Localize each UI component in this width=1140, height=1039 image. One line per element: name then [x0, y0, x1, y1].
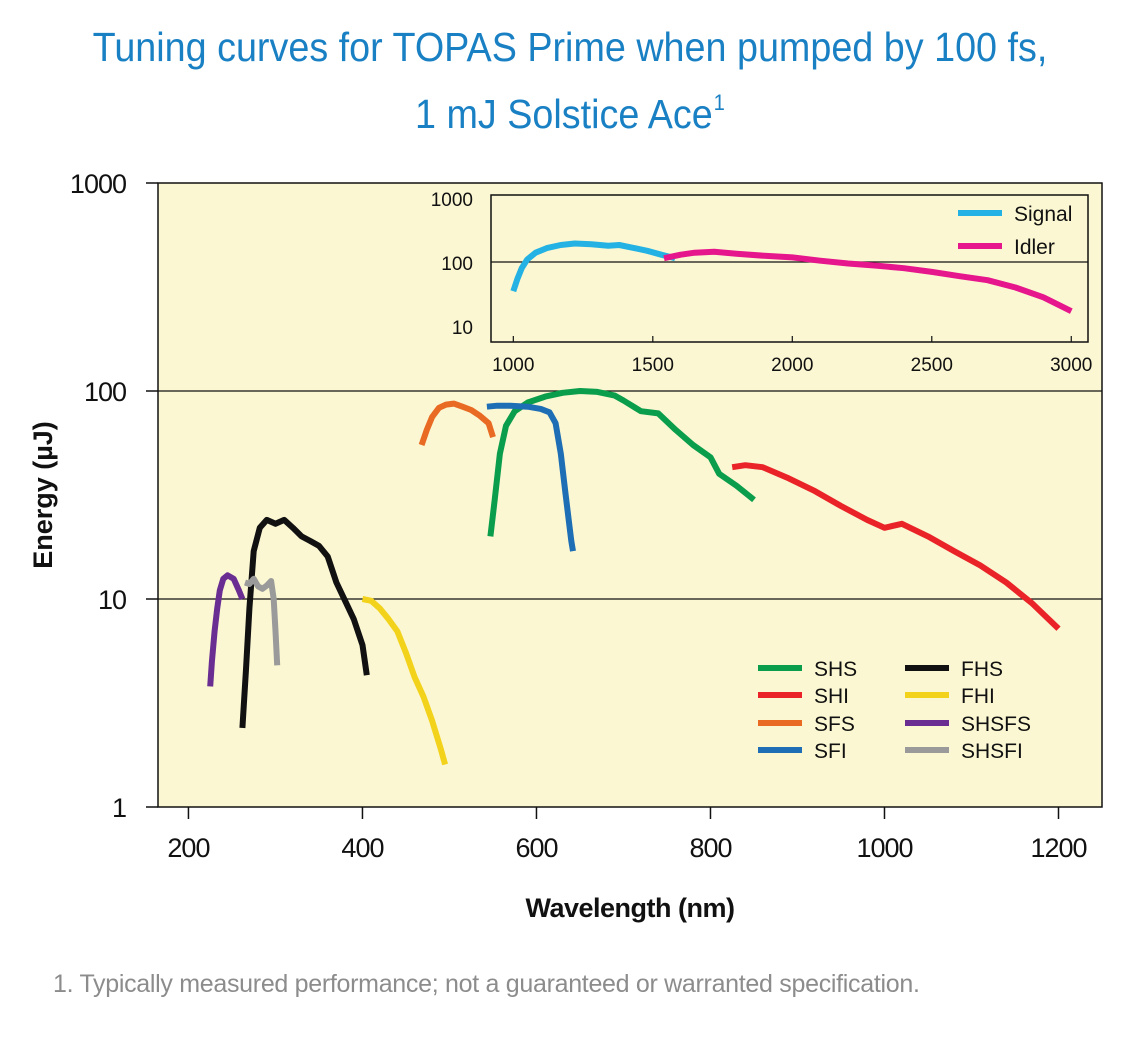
inset-x-tick-label: 1500 — [632, 355, 674, 376]
inset-plot: 10 100 1000 1000 1500 2000 2500 3000 Signal Idler — [431, 190, 1093, 376]
x-axis-label: Wavelength (nm) — [525, 893, 734, 923]
inset-y-tick-label: 1000 — [431, 190, 473, 211]
legend-label-shsfi: SHSFI — [961, 740, 1023, 763]
y-tick-label: 1000 — [70, 169, 126, 199]
y-tick-label: 100 — [84, 377, 126, 407]
x-tick-label: 1000 — [856, 833, 912, 863]
legend-label-shi: SHI — [814, 685, 849, 708]
inset-series-signal-line — [510, 240, 676, 293]
legend-label-fhs: FHS — [961, 658, 1003, 681]
x-tick-label: 400 — [341, 833, 383, 863]
y-tick-label: 10 — [98, 585, 126, 615]
inset-y-tick-label: 100 — [441, 254, 473, 275]
y-tick-label: 1 — [112, 793, 126, 823]
series-shi-line — [731, 462, 1061, 631]
main-legend: SHS SHI SFS SFI FHS FHI SHSFS SHSFI — [758, 658, 1031, 763]
series-shs-line — [487, 388, 756, 537]
inset-x-tick-label: 2000 — [771, 355, 813, 376]
chart-title-line1: Tuning curves for TOPAS Prime when pumpe… — [92, 24, 1048, 70]
series-sfs-line — [418, 400, 496, 446]
legend-label-sfi: SFI — [814, 740, 847, 763]
series-shsfi-line — [244, 575, 281, 666]
inset-legend-label-idler: Idler — [1014, 236, 1055, 259]
inset-y-tick-label: 10 — [452, 318, 473, 339]
inset-x-tick-label: 2500 — [911, 355, 953, 376]
legend-label-sfs: SFS — [814, 713, 855, 736]
inset-legend-label-signal: Signal — [1014, 203, 1072, 226]
x-tick-label: 800 — [689, 833, 731, 863]
footnote: 1. Typically measured performance; not a… — [53, 970, 920, 998]
footnote-marker: 1 — [713, 90, 725, 115]
legend-label-fhi: FHI — [961, 685, 995, 708]
series-fhi-line — [361, 596, 448, 766]
x-tick-label: 200 — [167, 833, 209, 863]
chart-title: Tuning curves for TOPAS Prime when pumpe… — [46, 20, 1095, 142]
chart-title-line2-text: 1 mJ Solstice Ace — [415, 91, 713, 137]
series-sfi-line — [486, 402, 576, 552]
legend-label-shsfs: SHSFS — [961, 713, 1031, 736]
x-tick-label: 600 — [515, 833, 557, 863]
inset-x-tick-label: 1000 — [492, 355, 534, 376]
inset-legend: Signal Idler — [958, 203, 1072, 259]
inset-plot-area — [490, 194, 1089, 343]
chart-title-line2: 1 mJ Solstice Ace1 — [46, 75, 1095, 142]
legend-label-shs: SHS — [814, 658, 857, 681]
series-shsfs-line — [207, 572, 246, 687]
series-fhs-line — [239, 516, 370, 729]
inset-series-idler-line — [663, 248, 1073, 314]
y-axis-label: Energy (µJ) — [28, 421, 58, 569]
inset-x-tick-label: 3000 — [1050, 355, 1092, 376]
x-tick-label: 1200 — [1030, 833, 1086, 863]
